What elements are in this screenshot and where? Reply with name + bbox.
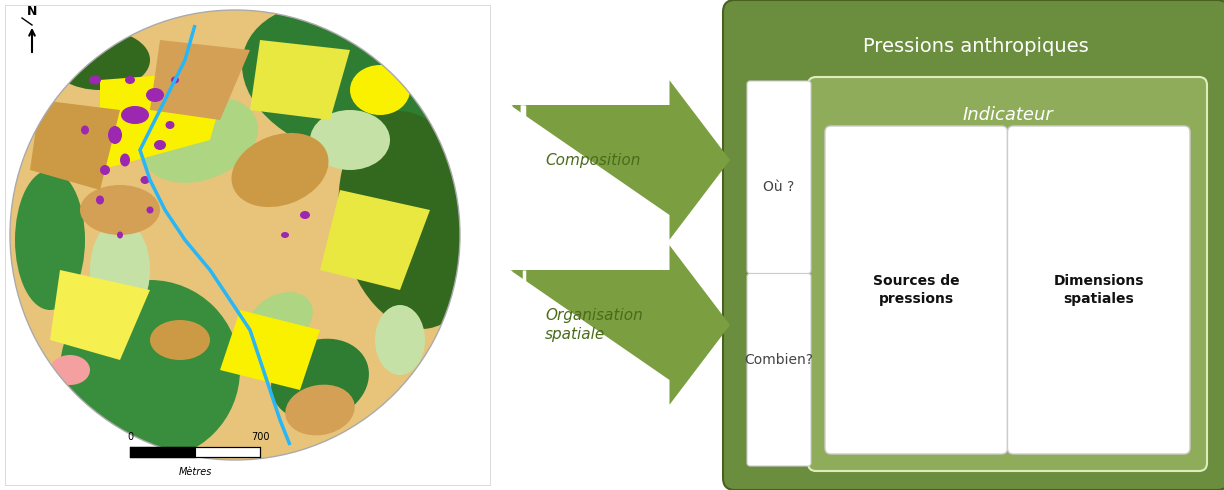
Ellipse shape xyxy=(60,280,240,460)
Ellipse shape xyxy=(350,65,410,115)
Ellipse shape xyxy=(89,75,102,84)
Ellipse shape xyxy=(81,125,89,134)
Text: Organisation
spatiale: Organisation spatiale xyxy=(545,308,643,343)
Text: 700: 700 xyxy=(251,432,269,442)
Ellipse shape xyxy=(50,355,91,385)
Ellipse shape xyxy=(142,97,258,183)
Ellipse shape xyxy=(147,206,153,214)
Ellipse shape xyxy=(242,2,458,158)
Ellipse shape xyxy=(100,165,110,175)
Polygon shape xyxy=(31,100,120,190)
Text: Combien?: Combien? xyxy=(744,353,814,368)
Polygon shape xyxy=(100,70,230,170)
FancyBboxPatch shape xyxy=(747,273,812,466)
Ellipse shape xyxy=(50,30,151,90)
Bar xyxy=(5,5,490,485)
Ellipse shape xyxy=(151,320,211,360)
Ellipse shape xyxy=(300,211,310,219)
Ellipse shape xyxy=(165,121,175,129)
Ellipse shape xyxy=(231,133,328,207)
Ellipse shape xyxy=(339,111,481,329)
Text: Indicateur: Indicateur xyxy=(962,106,1053,124)
FancyBboxPatch shape xyxy=(723,0,1224,490)
FancyBboxPatch shape xyxy=(747,81,812,273)
Text: Composition: Composition xyxy=(545,152,640,168)
FancyBboxPatch shape xyxy=(808,77,1207,471)
Text: Pressions anthropiques: Pressions anthropiques xyxy=(863,38,1089,56)
Polygon shape xyxy=(250,40,350,120)
Text: Où ?: Où ? xyxy=(764,179,794,194)
Polygon shape xyxy=(319,190,430,290)
Ellipse shape xyxy=(120,153,130,167)
Ellipse shape xyxy=(282,232,289,238)
Ellipse shape xyxy=(271,339,368,421)
Text: Dimensions
spatiales: Dimensions spatiales xyxy=(1054,274,1144,306)
Ellipse shape xyxy=(375,305,425,375)
Polygon shape xyxy=(151,40,250,120)
Ellipse shape xyxy=(285,385,355,435)
Text: Sources de
pressions: Sources de pressions xyxy=(873,274,960,306)
Ellipse shape xyxy=(80,185,160,235)
Ellipse shape xyxy=(108,126,122,144)
Text: Mètres: Mètres xyxy=(179,467,212,477)
PathPatch shape xyxy=(510,245,730,405)
FancyBboxPatch shape xyxy=(825,126,1007,454)
Ellipse shape xyxy=(91,220,151,320)
Polygon shape xyxy=(50,270,151,360)
Ellipse shape xyxy=(118,231,122,239)
Ellipse shape xyxy=(125,76,135,84)
Ellipse shape xyxy=(141,176,149,184)
Text: N: N xyxy=(27,5,37,18)
Polygon shape xyxy=(220,310,319,390)
Ellipse shape xyxy=(15,170,84,310)
Text: 0: 0 xyxy=(127,432,133,442)
Ellipse shape xyxy=(121,106,149,124)
Ellipse shape xyxy=(171,76,179,83)
Ellipse shape xyxy=(154,140,166,150)
FancyBboxPatch shape xyxy=(1007,126,1190,454)
PathPatch shape xyxy=(510,80,730,240)
Ellipse shape xyxy=(95,196,104,204)
Ellipse shape xyxy=(310,110,390,170)
Ellipse shape xyxy=(146,88,164,102)
Circle shape xyxy=(10,10,460,460)
Ellipse shape xyxy=(247,292,313,348)
